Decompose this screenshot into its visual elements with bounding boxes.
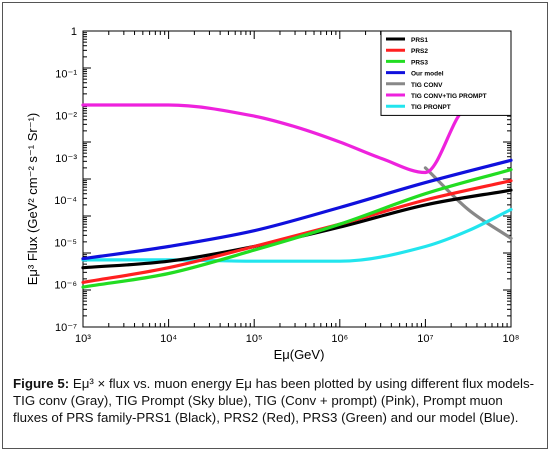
x-tick-label: 10³ (75, 333, 91, 345)
series-line-tig-conv-tig-prompt (81, 103, 470, 175)
y-tick-label: 10⁻⁵ (54, 237, 77, 249)
legend-label: PRS3 (411, 59, 428, 66)
x-tick-label: 10⁸ (503, 333, 520, 345)
y-tick-label: 10⁻¹ (55, 68, 77, 80)
y-tick-label: 10⁻⁴ (54, 195, 77, 207)
y-tick-label: 10⁻² (55, 111, 77, 123)
series-line-prs3 (81, 168, 513, 289)
x-axis-label: Eμ(GeV) (274, 347, 325, 362)
y-tick-label: 1 (71, 26, 77, 38)
y-tick-label: 10⁻⁶ (54, 280, 77, 292)
y-axis-label: Eμ³ Flux (GeV² cm⁻² s⁻¹ Sr⁻¹) (25, 113, 40, 286)
legend-label: TIG CONV+TIG PROMPT (411, 93, 487, 100)
series-line-prs1 (81, 188, 513, 270)
figure-caption: Figure 5: Eμ³ × flux vs. muon energy Eμ … (13, 375, 539, 426)
caption-label: Figure 5: (13, 376, 70, 391)
legend-label: PRS1 (411, 37, 428, 44)
x-tick-label: 10⁴ (160, 333, 177, 345)
x-tick-label: 10⁶ (331, 333, 348, 345)
flux-chart: 10³ 10⁴ 10⁵ 10⁶ 10⁷ 10⁸ 10⁻⁷ 10⁻⁶ 10⁻⁵ 10⁻⁴ 10⁻³ 10… (25, 26, 520, 362)
x-tick-label: 10⁷ (417, 333, 433, 345)
figure-panel: 10³ 10⁴ 10⁵ 10⁶ 10⁷ 10⁸ 10⁻⁷ 10⁻⁶ 10⁻⁵ 10⁻⁴ 10⁻³ 10… (2, 2, 548, 449)
legend-label: TIG CONV (411, 82, 443, 89)
y-tick-label: 10⁻³ (55, 153, 77, 165)
series-line-our-model (81, 158, 513, 261)
y-tick-label: 10⁻⁷ (55, 322, 77, 334)
caption-symbol: Eμ³ (72, 376, 94, 391)
caption-text: × flux vs. muon energy Eμ has been plott… (13, 376, 535, 425)
legend-label: Our model (411, 71, 444, 78)
legend-label: TIG PRONPT (411, 104, 451, 111)
series-line-prs2 (81, 179, 513, 284)
x-tick-label: 10⁵ (246, 333, 263, 345)
legend-label: PRS2 (411, 48, 428, 55)
